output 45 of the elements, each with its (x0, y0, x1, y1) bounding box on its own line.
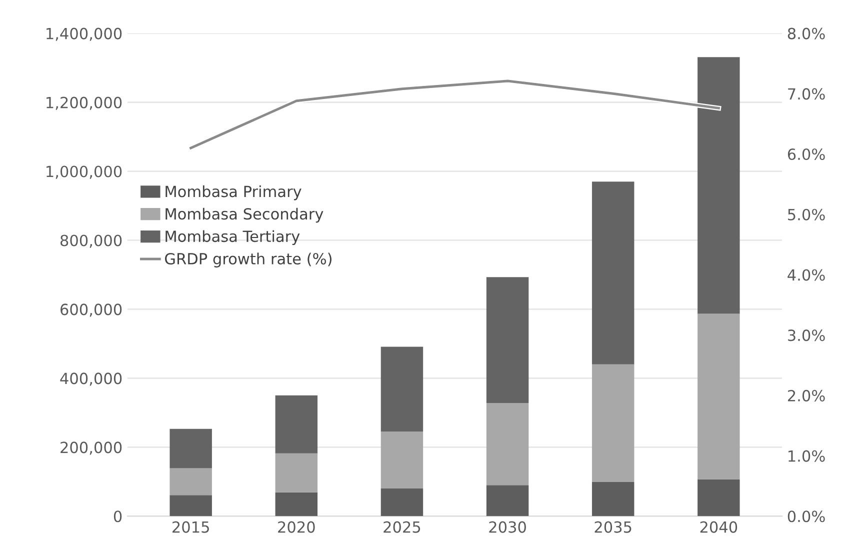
y2-tick-label: 6.0% (788, 148, 825, 160)
y-tick-label: 1,000,000 (46, 166, 122, 179)
bar (698, 314, 740, 480)
bar (170, 495, 212, 516)
legend-label: Mombasa Primary (166, 185, 302, 200)
legend-label: Mombasa Secondary (166, 208, 324, 223)
y2-tick-label: 7.0% (788, 88, 825, 100)
y-tick-label: 200,000 (60, 442, 122, 455)
y2-tick-label: 4.0% (788, 269, 825, 281)
y-tick-label: 600,000 (60, 304, 122, 317)
y2-tick-label: 1.0% (788, 450, 825, 462)
bar (592, 482, 634, 516)
bar (486, 277, 529, 404)
bar (380, 432, 424, 489)
legend-label: GRDP growth rate (%) (165, 252, 332, 268)
y2-tick-label: 0.0% (788, 510, 825, 522)
bar (380, 488, 424, 516)
legend-label: Mombasa Tertiary (166, 230, 300, 246)
y-tick-label: 1,200,000 (46, 96, 122, 110)
y2-tick-label: 3.0% (788, 330, 825, 342)
y-tick-label: 400,000 (60, 372, 122, 386)
bar (698, 479, 740, 516)
bar (486, 485, 529, 516)
y-tick-label: 800,000 (60, 234, 122, 248)
bar (275, 453, 318, 492)
bar (486, 403, 529, 486)
bar (170, 428, 212, 468)
bar (592, 364, 634, 482)
y-tick-label: 0 (114, 510, 122, 522)
x-tick-label: 2040 (700, 521, 738, 533)
y2-tick-label: 2.0% (788, 390, 825, 402)
bar (380, 346, 424, 432)
bar (275, 492, 318, 516)
x-tick-label: 2015 (172, 521, 209, 533)
x-tick-label: 2030 (489, 521, 526, 533)
bar (170, 468, 212, 496)
x-tick-label: 2035 (594, 521, 632, 533)
bar (275, 395, 318, 454)
y2-tick-label: 5.0% (788, 208, 825, 220)
x-tick-label: 2020 (278, 521, 315, 533)
bar (698, 57, 740, 314)
y-tick-label: 1,400,000 (46, 28, 122, 41)
x-tick-label: 2025 (384, 521, 420, 533)
bar (592, 182, 634, 364)
y2-tick-label: 8.0% (788, 28, 825, 40)
